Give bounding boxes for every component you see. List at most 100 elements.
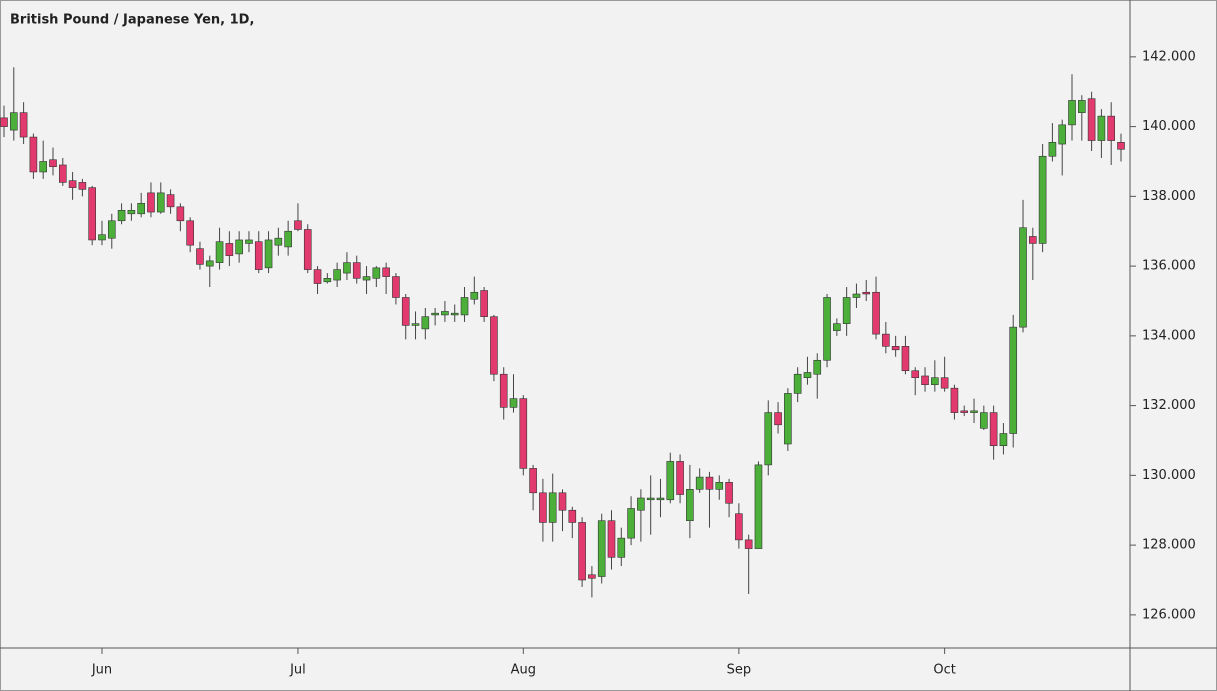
candle-body [196,248,204,265]
candle-body [176,206,185,222]
candle-body [754,464,763,549]
y-tick-label: 132.000 [1142,398,1196,413]
candle-body [480,290,488,317]
candle-body [1117,141,1125,150]
candle-body [1078,100,1086,113]
y-tick-label: 140.000 [1142,119,1196,134]
candle-body [107,220,116,239]
candle-body [19,112,28,138]
candle-body [1048,141,1057,157]
candle-body [362,276,371,281]
candle-body [872,291,880,335]
candle-body [186,220,194,246]
candle-body [137,203,145,215]
candle-body [852,293,861,298]
candle-body [431,312,439,316]
candle-body [1009,326,1018,434]
candle-body [931,377,939,385]
y-tick-label: 128.000 [1142,538,1196,553]
candle-body [715,482,724,490]
candle-body [294,220,302,230]
candle-body [911,370,920,379]
candle-body [686,489,694,522]
candle-body [607,520,616,558]
candle-body [568,509,577,523]
candle-body [999,433,1008,447]
candle-body [695,476,704,490]
candle-body [1029,236,1037,244]
candle-body [392,276,400,298]
x-tick-label: Oct [933,663,955,678]
x-tick-label: Jul [289,663,306,678]
candle-body [215,241,224,263]
candle-body [117,210,126,222]
candle-body [735,513,743,541]
candle-body [205,260,214,267]
y-tick-label: 134.000 [1142,328,1196,343]
candle-body [901,346,910,372]
candle-body [450,312,459,316]
candle-body [29,136,38,173]
candle-body [509,398,518,408]
candle-body [764,412,773,466]
candle-body [372,267,381,279]
candle-body [842,297,851,324]
candle-body [803,372,812,379]
x-tick-label: Aug [511,663,536,678]
candle-body [441,311,449,316]
candle-body [588,574,596,579]
candle-body [58,164,67,183]
candle-body [313,269,322,284]
candle-body [558,492,567,511]
candle-body [401,297,410,326]
candle-body [823,297,831,361]
candle-body [519,398,528,469]
candle-body [225,243,234,256]
candle-body [784,393,792,445]
candle-body [921,375,929,385]
candle-body [548,492,557,523]
candle-body [1038,155,1047,244]
candle-body [460,297,469,316]
candle-body [382,267,390,277]
candle-body [499,373,508,408]
candle-body [1068,100,1076,126]
candle-body [882,333,890,347]
candle-body [940,377,949,389]
candle-body [989,412,998,447]
candle-body [891,346,900,351]
candle-body [676,461,684,495]
candle-body [1087,98,1096,141]
chart-title: British Pound / Japanese Yen, 1D, [10,13,254,28]
x-tick-label: Jun [91,663,112,678]
candle-body [656,497,665,501]
candle-body [529,468,537,494]
candle-body [323,278,332,283]
candle-body [1107,115,1116,141]
candle-body [88,187,96,241]
candle-body [627,508,635,539]
y-tick-label: 142.000 [1142,49,1196,64]
candle-body [166,194,175,208]
y-tick-label: 138.000 [1142,189,1196,204]
candle-body [49,159,57,168]
candle-body [9,112,18,131]
candle-body [147,192,155,213]
candle-body [39,161,47,173]
candle-body [862,291,871,295]
candle-body [303,229,312,270]
candle-body [539,492,547,523]
candle-body [646,497,655,501]
candle-body [597,520,606,577]
candle-body [254,241,263,270]
candle-body [235,239,243,255]
candle-body [274,237,283,246]
candle-body [617,537,626,558]
candle-body [490,316,498,375]
candle-body [725,482,733,504]
candle-body [705,476,714,490]
candle-body [1058,124,1067,145]
candle-body [156,192,165,213]
